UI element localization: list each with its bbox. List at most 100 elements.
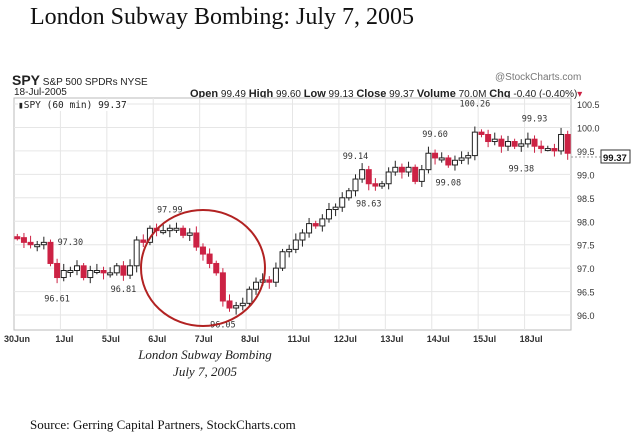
candle-body	[544, 148, 551, 152]
candle-body	[219, 272, 226, 302]
x-tick-label: 14Jul	[427, 334, 450, 344]
x-tick-label: 15Jul	[473, 334, 496, 344]
symbol-header: SPY S&P 500 SPDRs NYSE	[12, 72, 148, 88]
candle-body	[398, 166, 405, 173]
candle-body	[173, 227, 180, 231]
x-tick-label: 11Jul	[288, 334, 311, 344]
legend: ▮SPY (60 min) 99.37	[18, 100, 127, 111]
candle-body	[160, 230, 167, 234]
page-title: London Subway Bombing: July 7, 2005	[30, 4, 415, 30]
candle-body	[193, 232, 200, 248]
source-note: Source: Gerring Capital Partners, StockC…	[30, 417, 296, 432]
candle-body	[246, 288, 253, 304]
price-annotation: 97.99	[157, 206, 183, 216]
candle-body	[233, 305, 240, 309]
candle-body	[538, 145, 545, 150]
candle-body	[40, 241, 47, 246]
candle-body	[54, 262, 61, 279]
chart-date: 18-Jul-2005	[14, 87, 67, 98]
y-tick-label: 97.0	[577, 264, 595, 274]
symbol-name: S&P 500 SPDRs NYSE	[42, 77, 148, 88]
x-tick-label: 1Jul	[55, 334, 73, 344]
price-annotation: 96.81	[111, 285, 137, 295]
candle-body	[491, 138, 498, 143]
y-tick-label: 99.5	[577, 147, 595, 157]
price-annotation: 96.05	[210, 321, 236, 331]
ohlc-summary: Open 99.49 High 99.60 Low 99.13 Close 99…	[190, 88, 582, 100]
candle-body	[471, 131, 478, 157]
price-annotation: 99.38	[508, 165, 534, 175]
candle-body	[518, 143, 525, 147]
y-tick-label: 99.0	[577, 170, 595, 180]
candle-body	[67, 269, 74, 273]
candle-body	[113, 265, 120, 274]
y-tick-label: 98.5	[577, 194, 595, 204]
candle-body	[451, 159, 458, 166]
candle-body	[286, 248, 293, 253]
candle-body	[551, 148, 558, 152]
price-annotation: 98.63	[356, 200, 382, 210]
candle-body	[206, 253, 213, 264]
price-annotation: 99.08	[436, 179, 462, 189]
candle-body	[438, 157, 445, 161]
candle-body	[299, 232, 306, 241]
candle-body	[180, 227, 187, 236]
price-annotation: 99.93	[522, 115, 548, 125]
close-label: Close	[356, 88, 387, 100]
candle-body	[385, 171, 392, 185]
y-tick-label: 100.0	[577, 123, 600, 133]
candle-body	[239, 302, 246, 307]
y-tick-label: 97.5	[577, 241, 595, 251]
candle-body	[80, 265, 87, 279]
candle-body	[27, 241, 34, 246]
candle-body	[372, 183, 379, 187]
candle-body	[445, 157, 452, 166]
candle-body	[531, 138, 538, 147]
candle-body	[213, 262, 220, 274]
candle-body	[332, 206, 339, 211]
candle-body	[352, 178, 359, 192]
x-tick-label: 7Jul	[195, 334, 213, 344]
candle-body	[432, 152, 439, 159]
candle-body	[558, 133, 565, 152]
price-annotation: 99.60	[422, 130, 448, 140]
candle-body	[511, 141, 518, 147]
candle-body	[392, 166, 399, 173]
price-annotation: 100.26	[459, 99, 490, 109]
candle-body	[465, 155, 472, 159]
x-tick-label: 5Jul	[102, 334, 120, 344]
candle-body	[166, 227, 173, 232]
x-tick-label: 8Jul	[241, 334, 259, 344]
price-annotation: 99.14	[343, 152, 369, 162]
chg-value: -0.40 (-0.40%)	[513, 89, 578, 100]
y-tick-label: 96.0	[577, 311, 595, 321]
high-label: High	[248, 88, 274, 100]
x-tick-label: 18Jul	[520, 334, 543, 344]
candle-body	[312, 223, 319, 227]
low-label: Low	[303, 88, 326, 100]
candle-body	[365, 169, 372, 185]
candle-body	[120, 265, 127, 276]
volume-value: 70.0M	[458, 89, 487, 100]
candle-body	[107, 272, 114, 276]
x-tick-label: 13Jul	[380, 334, 403, 344]
candle-body	[14, 236, 21, 240]
y-tick-label: 98.0	[577, 217, 595, 227]
candle-body	[379, 183, 386, 187]
symbol: SPY	[12, 72, 41, 88]
highlight-circle	[140, 209, 266, 327]
last-price-label: 99.37	[603, 153, 627, 164]
candle-body	[405, 166, 412, 173]
candle-body	[319, 218, 326, 227]
caption-line2: July 7, 2005	[173, 364, 237, 379]
candle-body	[127, 265, 134, 276]
candle-body	[339, 197, 346, 208]
candle-body	[199, 246, 206, 255]
candle-body	[266, 279, 273, 283]
candle-body	[60, 269, 67, 279]
candle-body	[418, 169, 425, 182]
candle-body	[47, 241, 54, 264]
low-value: 99.13	[328, 89, 354, 100]
caption-line1: London Subway Bombing	[138, 347, 272, 362]
